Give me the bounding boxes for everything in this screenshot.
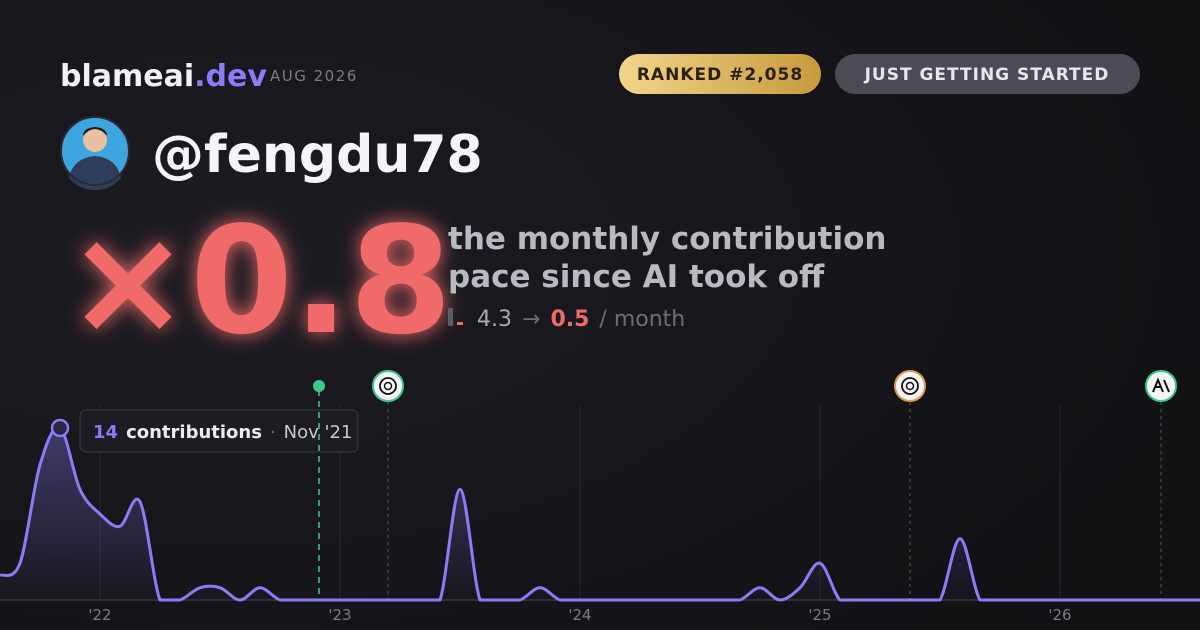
x-tick-label: '22: [88, 606, 111, 624]
multiplier: ×0.8: [66, 195, 452, 367]
line-area: [0, 427, 1200, 600]
pace-arrow: →: [522, 307, 540, 332]
brand-tld: .dev: [194, 59, 267, 94]
pace-unit: / month: [599, 307, 685, 332]
description-line: pace since AI took off: [448, 259, 825, 295]
chart: '22 '23 '24 '25 '26 14 contributions · Nov '21: [0, 405, 1200, 624]
rank: RANKED #2,058: [637, 65, 803, 85]
brand: blameai.dev: [60, 59, 267, 94]
x-tick-label: '23: [328, 606, 351, 624]
avatar: [60, 116, 130, 191]
tooltip: [79, 409, 359, 453]
handle: @fengdu78: [152, 125, 483, 185]
line: [0, 425, 1200, 602]
x-tick-label: '24: [568, 606, 591, 624]
pace: 4.3 → 0.5 / month: [477, 307, 685, 332]
pace-before: 4.3: [477, 307, 512, 332]
date: AUG 2026: [270, 67, 358, 85]
event-markers: [313, 370, 1177, 600]
rank-badge: [619, 54, 821, 94]
highlight-point: [50, 418, 70, 438]
status-badge: [835, 54, 1140, 94]
brand-name: blameai: [60, 59, 194, 94]
pace-icon: [448, 308, 463, 326]
description-line: the monthly contribution: [448, 221, 886, 257]
tooltip-label: contributions: [126, 422, 262, 443]
tooltip-value: 14: [93, 422, 118, 443]
pace-after: 0.5: [550, 307, 589, 332]
status: JUST GETTING STARTED: [864, 65, 1110, 85]
tooltip-text: 14 contributions · Nov '21: [93, 422, 352, 443]
x-tick-label: '26: [1048, 606, 1071, 624]
x-tick-label: '25: [808, 606, 831, 624]
tooltip-separator: ·: [270, 422, 276, 443]
tooltip-date: Nov '21: [284, 422, 353, 443]
